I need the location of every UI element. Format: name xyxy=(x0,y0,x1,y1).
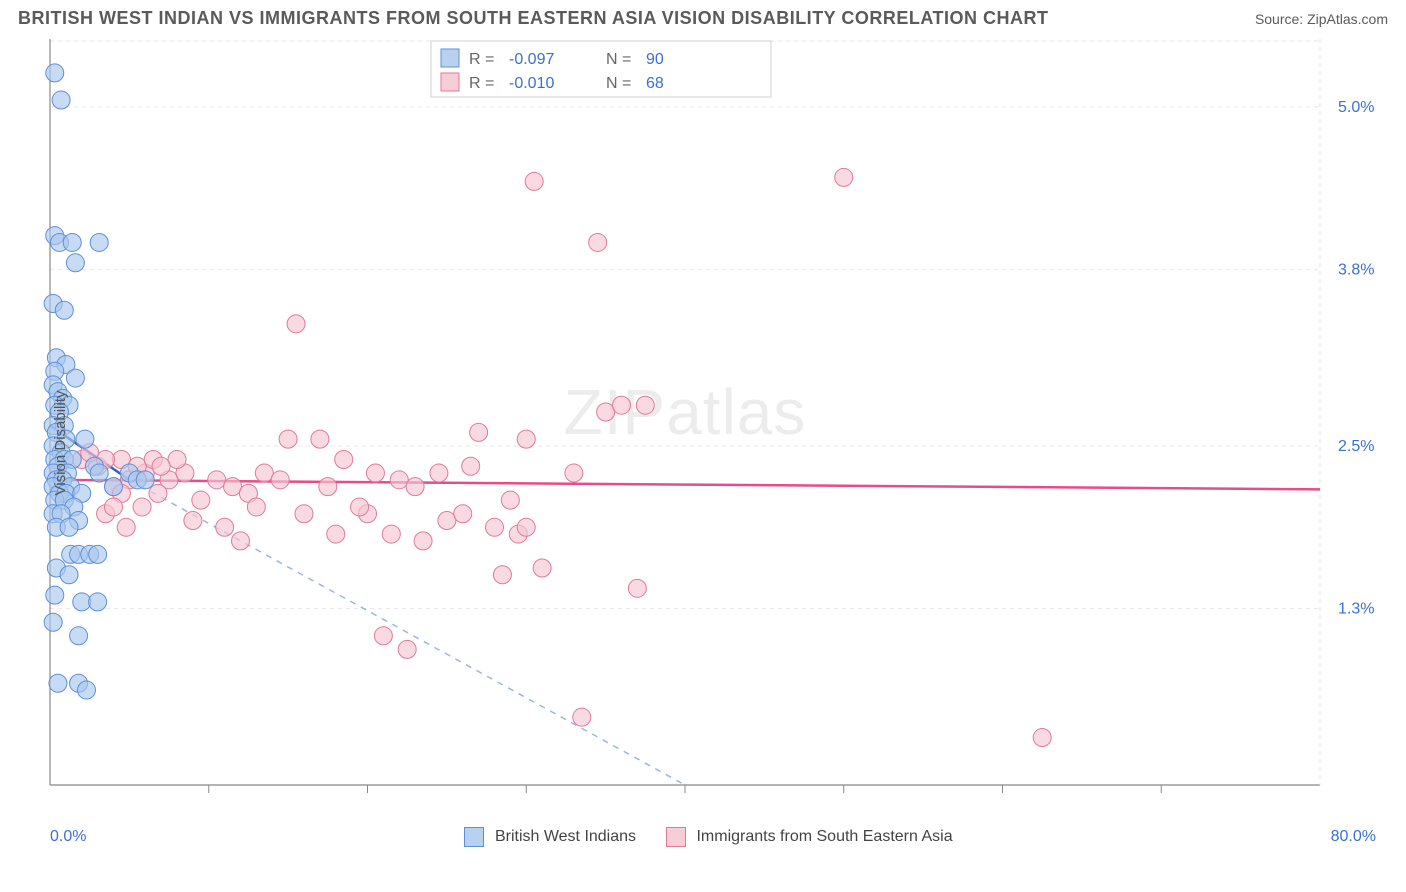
y-axis-label: Vision Disability xyxy=(52,391,69,496)
legend-item-b: Immigrants from South Eastern Asia xyxy=(666,827,953,847)
legend-label-b: Immigrants from South Eastern Asia xyxy=(696,828,952,845)
x-max-label: 80.0% xyxy=(1331,828,1376,846)
legend-item-a: British West Indians xyxy=(464,827,636,847)
svg-text:2.5%: 2.5% xyxy=(1338,438,1374,455)
swatch-a xyxy=(464,827,484,847)
svg-text:3.8%: 3.8% xyxy=(1338,262,1374,279)
chart-area: Vision Disability 1.3%2.5%3.8%5.0%ZIPatl… xyxy=(0,33,1406,853)
svg-text:68: 68 xyxy=(646,75,664,92)
legend-label-a: British West Indians xyxy=(495,828,636,845)
svg-text:R =: R = xyxy=(469,51,494,68)
x-min-label: 0.0% xyxy=(50,828,86,846)
svg-text:-0.097: -0.097 xyxy=(509,51,554,68)
svg-text:1.3%: 1.3% xyxy=(1338,601,1374,618)
svg-text:N =: N = xyxy=(606,51,631,68)
svg-text:-0.010: -0.010 xyxy=(509,75,554,92)
source-label: Source: ZipAtlas.com xyxy=(1255,11,1388,27)
svg-text:N =: N = xyxy=(606,75,631,92)
bottom-legend: British West Indians Immigrants from Sou… xyxy=(464,827,952,847)
scatter-chart: 1.3%2.5%3.8%5.0%ZIPatlasR =-0.097N =90R … xyxy=(0,33,1406,823)
chart-title: BRITISH WEST INDIAN VS IMMIGRANTS FROM S… xyxy=(18,8,1049,29)
svg-text:R =: R = xyxy=(469,75,494,92)
svg-text:90: 90 xyxy=(646,51,664,68)
swatch-b xyxy=(666,827,686,847)
svg-text:5.0%: 5.0% xyxy=(1338,99,1374,116)
